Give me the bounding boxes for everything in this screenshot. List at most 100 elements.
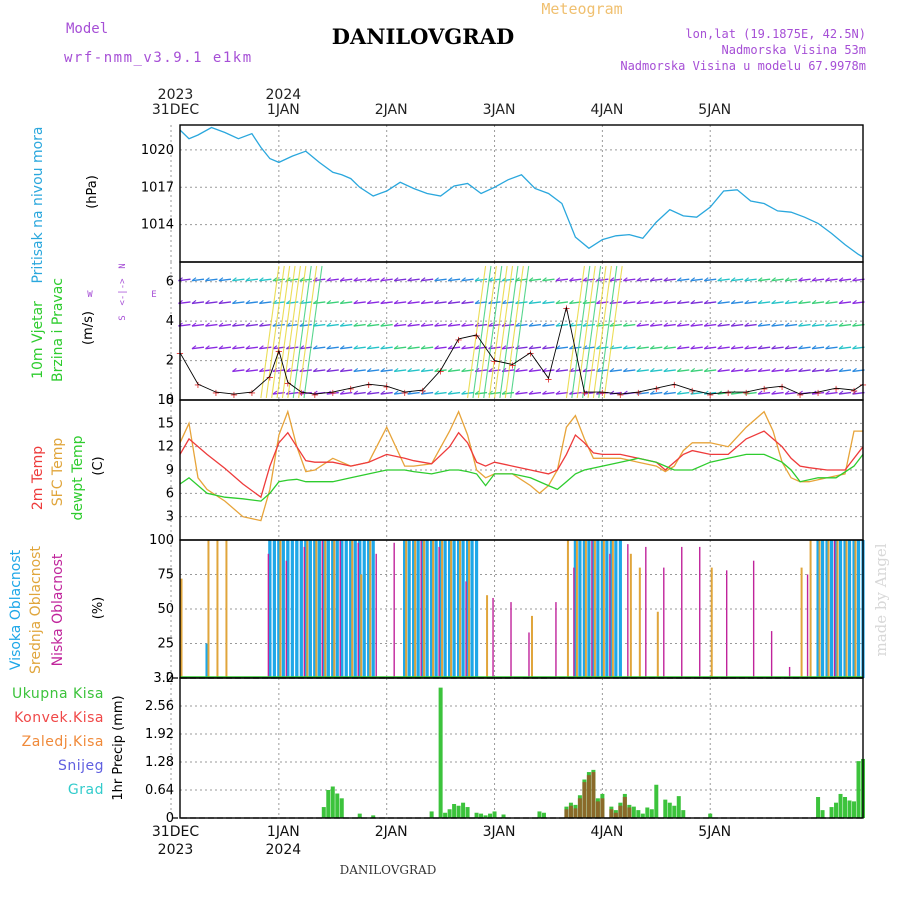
wind-arrow-head xyxy=(420,277,426,282)
wind-arrow xyxy=(218,278,232,282)
wind-arrow xyxy=(515,391,528,395)
wind-arrow xyxy=(326,278,339,282)
precip-legend: Ukupna Kisa Konvek.Kisa Zaledj.Kisa Snijeg G… xyxy=(12,686,104,798)
wind-arrow-head xyxy=(582,277,588,282)
wind-arrow-head xyxy=(218,322,224,327)
day-label-top: 1JAN xyxy=(267,102,300,118)
wind-arrow xyxy=(259,323,272,327)
wind-arrow xyxy=(596,346,609,350)
wind-arrow xyxy=(515,301,528,305)
cloud-high-bar xyxy=(591,540,595,678)
precip-tick-label: 1.28 xyxy=(145,755,174,770)
wind-arrow-head xyxy=(380,277,386,282)
wind-arrow xyxy=(394,346,407,350)
wind-gust-streak xyxy=(488,265,508,399)
wind-arrow-head xyxy=(542,345,547,350)
wind-arrow xyxy=(758,323,771,327)
cloud-high-bar xyxy=(322,540,326,678)
wind-arrow-head xyxy=(636,345,642,350)
wind-gust-streak xyxy=(598,265,618,399)
cloud-mid-bar xyxy=(216,540,219,678)
wind-arrow-head xyxy=(555,277,561,282)
compass-south: S xyxy=(118,315,128,320)
wind-arrow xyxy=(353,346,366,350)
wind-arrow-head xyxy=(811,277,817,282)
pressure-tick-label: 1014 xyxy=(141,218,174,233)
wind-arrow-head xyxy=(784,345,790,350)
wind-gust-streak xyxy=(260,265,280,399)
wind-arrow-head xyxy=(245,367,251,372)
wind-arrow xyxy=(353,301,366,305)
wind-speed-marker: + xyxy=(796,390,804,401)
wind-arrow xyxy=(690,278,703,282)
wind-arrow-head xyxy=(259,277,264,282)
wind-arrow xyxy=(421,346,434,350)
cloud-high-bar xyxy=(412,540,416,678)
cloud-low-bar xyxy=(375,553,377,678)
wind-arrow xyxy=(650,369,663,373)
cloud-low-bar xyxy=(752,560,755,678)
wind-arrow xyxy=(313,323,326,327)
compass-rose: N S <-|-> xyxy=(118,263,128,320)
precip-total-bar xyxy=(357,813,362,818)
wind-arrow-head xyxy=(717,299,723,304)
temp-2m-label: 2m Temp xyxy=(30,446,46,510)
cloud-tick-label: 50 xyxy=(157,602,174,617)
wind-arrow xyxy=(771,346,784,350)
wind-arrow xyxy=(461,391,474,395)
wind-arrow xyxy=(825,346,838,350)
cloud-high-bar xyxy=(362,540,366,678)
cloud-mid-bar xyxy=(656,611,659,678)
cloud-high-bar xyxy=(295,540,299,678)
wind-arrow-head xyxy=(690,299,696,304)
wind-arrow-head xyxy=(434,299,439,304)
wind-arrow xyxy=(380,391,393,395)
wind-arrow-head xyxy=(407,277,412,282)
wind-arrow-head xyxy=(663,299,669,304)
precip-tick-label: 1.92 xyxy=(145,727,174,742)
wind-arrow xyxy=(663,391,676,395)
precip-conv-bar xyxy=(595,801,600,818)
wind-arrow xyxy=(811,391,825,395)
wind-arrow xyxy=(731,346,744,350)
wind-arrow-head xyxy=(825,299,830,304)
wind-arrow-head xyxy=(825,322,830,327)
cloud-mid-bar xyxy=(225,540,228,678)
wind-arrow-head xyxy=(703,367,709,372)
cloud-low-bar xyxy=(663,567,665,678)
wind-arrow xyxy=(542,323,555,327)
wind-arrow-head xyxy=(366,367,372,372)
cloud-high-bar xyxy=(443,540,447,678)
wind-gust-streak xyxy=(603,265,623,399)
cloud-high-bar xyxy=(856,540,861,678)
wind-arrow-head xyxy=(474,345,480,350)
wind-arrow xyxy=(744,278,757,282)
wind-arrow xyxy=(448,301,461,305)
wind-arrow xyxy=(650,278,663,282)
precip-total-bar xyxy=(447,809,452,818)
model-elevation-text: Nadmorska Visina u modelu 67.9978m xyxy=(620,59,866,73)
wind-arrow-head xyxy=(192,391,196,394)
wind-arrow xyxy=(811,369,825,373)
cloud-high-bar xyxy=(326,540,330,678)
wind-arrow-head xyxy=(623,277,628,282)
wind-arrow-head xyxy=(515,390,520,395)
wind-arrow xyxy=(744,323,757,327)
dewpoint-line xyxy=(179,453,864,502)
wind-arrow xyxy=(353,391,366,395)
wind-tick-label: 0 xyxy=(166,393,174,408)
wind-arrow xyxy=(340,346,353,350)
wind-arrow xyxy=(218,323,232,327)
wind-arrow-head xyxy=(339,277,345,282)
wind-arrow xyxy=(407,369,420,373)
precip-total-bar xyxy=(492,811,497,818)
wind-arrow-head xyxy=(461,390,466,395)
wind-arrow-head xyxy=(717,322,723,327)
wind-arrow-head xyxy=(542,390,547,395)
precip-total-bar xyxy=(443,812,448,818)
wind-arrow xyxy=(785,346,798,350)
cloud-mid-bar xyxy=(180,578,183,678)
wind-arrow-head xyxy=(259,345,264,350)
wind-arrow xyxy=(731,278,744,282)
